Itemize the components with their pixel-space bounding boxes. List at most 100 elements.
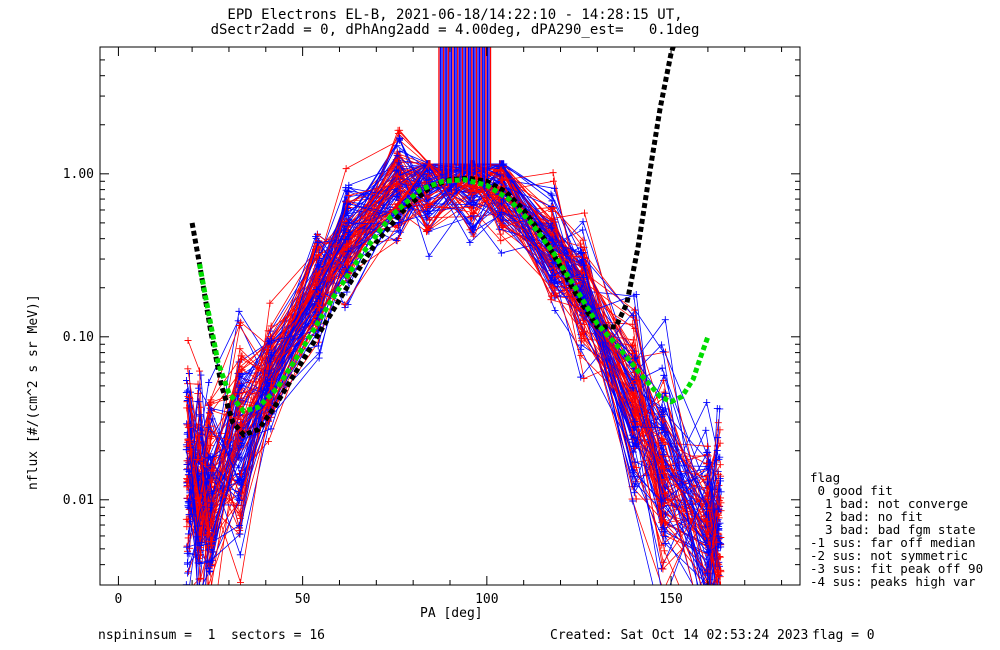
data-point (425, 252, 433, 260)
data-point (185, 497, 193, 505)
data-point (343, 242, 351, 250)
data-point (237, 470, 245, 478)
data-point (716, 598, 723, 605)
data-point (207, 582, 209, 585)
data-point (184, 569, 192, 577)
data-point (548, 235, 556, 243)
data-point (393, 172, 401, 180)
data-point (393, 142, 401, 150)
data-point (466, 239, 474, 247)
data-point (703, 496, 711, 504)
data-point (713, 510, 721, 518)
data-point (186, 439, 194, 447)
data-point (315, 304, 323, 312)
data-point (344, 261, 352, 269)
data-point (185, 394, 193, 402)
data-point (661, 316, 669, 324)
data-point (704, 570, 712, 578)
data-point (195, 384, 203, 392)
data-point (703, 442, 711, 450)
data-point (705, 597, 712, 604)
data-point (715, 589, 722, 596)
data-point (205, 454, 213, 462)
data-point (341, 301, 349, 309)
data-point (715, 505, 723, 513)
data-point (265, 401, 273, 409)
data-point (268, 337, 276, 345)
data-point (549, 169, 557, 177)
data-point (237, 481, 245, 489)
data-point (205, 529, 213, 537)
data-point (661, 532, 669, 540)
data-point (235, 496, 243, 504)
data-point (551, 306, 559, 314)
data-point (195, 539, 203, 547)
data-point (714, 419, 722, 427)
data-point (315, 237, 323, 245)
data-point (499, 176, 507, 184)
data-point (194, 590, 201, 597)
data-point (422, 203, 430, 211)
data-point (629, 341, 637, 349)
data-point (207, 581, 215, 585)
data-point (393, 180, 401, 188)
data-point (311, 286, 319, 294)
data-point (207, 476, 215, 484)
data-point (395, 134, 403, 142)
data-point (208, 538, 216, 546)
fit-curve-black (189, 47, 676, 438)
data-point (314, 342, 322, 350)
y-tick-label: 0.01 (63, 493, 94, 508)
data-point (631, 482, 639, 490)
data-point (715, 620, 722, 627)
data-point (578, 248, 586, 256)
legend-title: flag (810, 470, 841, 485)
data-point (713, 446, 721, 454)
data-point (183, 523, 191, 531)
data-point (716, 601, 723, 608)
y-tick-label: 0.10 (63, 330, 94, 345)
x-tick-label: 50 (295, 592, 311, 607)
data-point (468, 228, 476, 236)
data-point (714, 511, 722, 519)
data-point (235, 380, 243, 388)
data-point (185, 369, 193, 377)
data-point (658, 497, 666, 505)
data-point (499, 224, 507, 232)
data-point (315, 254, 323, 262)
data-point (425, 223, 433, 231)
data-point (425, 167, 433, 175)
data-point (716, 439, 724, 447)
data-point (314, 251, 322, 259)
data-point (397, 186, 405, 194)
data-point (345, 229, 353, 237)
data-point (704, 548, 712, 556)
data-point (196, 367, 204, 375)
data-point (264, 327, 272, 335)
data-point (661, 528, 669, 536)
data-point (344, 235, 352, 243)
data-point (314, 239, 322, 247)
data-point (265, 369, 273, 377)
fit-curve-green (197, 177, 711, 414)
x-axis-label: PA [deg] (420, 606, 483, 621)
data-point (579, 279, 587, 287)
data-point (197, 574, 205, 582)
data-point (632, 290, 640, 298)
data-point (185, 394, 193, 402)
data-point (703, 593, 710, 600)
chart-title: EPD Electrons EL-B, 2021-06-18/14:22:10 … (227, 7, 683, 23)
data-point (183, 376, 191, 384)
data-point (629, 448, 637, 456)
data-point (198, 469, 206, 477)
data-point (238, 381, 246, 389)
data-point (395, 159, 403, 167)
data-point (714, 569, 722, 577)
data-point (580, 335, 588, 343)
data-point (659, 558, 667, 566)
data-point (194, 494, 202, 502)
data-point (197, 371, 205, 379)
data-point (195, 398, 203, 406)
footer-spin-info: nspininsum = 1 sectors = 16 (98, 628, 325, 643)
data-point (579, 218, 587, 226)
